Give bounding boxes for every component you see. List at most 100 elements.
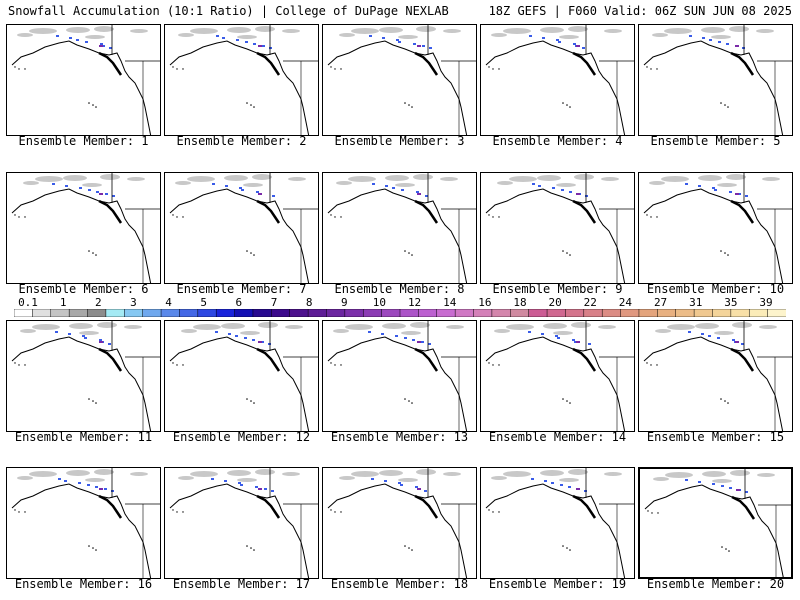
snow-area	[58, 478, 61, 480]
snow-area	[385, 175, 409, 181]
island	[182, 68, 184, 70]
ensemble-map-panel[interactable]	[6, 172, 161, 284]
snow-area	[572, 339, 575, 341]
coastline	[98, 347, 123, 372]
coastline	[169, 40, 310, 135]
ensemble-map-panel[interactable]	[638, 172, 793, 284]
colorbar-segment	[307, 309, 328, 317]
snow-area	[506, 324, 534, 330]
ensemble-member-label: Ensemble Member: 16	[14, 577, 153, 591]
island	[488, 66, 490, 68]
snow-area	[561, 189, 564, 191]
island	[246, 250, 248, 252]
coastline	[730, 199, 755, 224]
snow-area	[413, 43, 416, 45]
snow-area	[537, 175, 561, 181]
ensemble-member-label: Ensemble Member: 13	[330, 430, 469, 444]
island	[92, 252, 94, 254]
snow-area	[348, 176, 376, 182]
ensemble-map-panel[interactable]	[322, 320, 477, 432]
island	[176, 68, 178, 70]
ensemble-map-panel[interactable]	[638, 320, 793, 432]
ensemble-map-panel[interactable]	[480, 24, 635, 136]
snow-area	[99, 488, 103, 490]
island	[88, 250, 90, 252]
snow-area	[258, 322, 278, 328]
island	[566, 547, 568, 549]
ensemble-map-panel[interactable]	[6, 467, 161, 579]
colorbar-segment	[546, 309, 566, 317]
coastline	[256, 347, 281, 372]
ensemble-map-panel[interactable]	[164, 320, 319, 432]
colorbar-segment	[418, 309, 438, 317]
ensemble-member-label: Ensemble Member: 4	[492, 134, 623, 148]
snow-area	[604, 29, 622, 33]
island	[411, 402, 413, 404]
coastline	[256, 199, 281, 224]
coastline	[572, 347, 597, 372]
snow-area	[379, 27, 403, 33]
snow-area	[685, 183, 688, 185]
colorbar-segment	[50, 309, 70, 317]
coastline	[327, 336, 468, 431]
colorbar-segment	[160, 309, 180, 317]
snow-area	[712, 187, 715, 189]
snow-area	[255, 469, 275, 475]
snow-area	[424, 490, 427, 492]
colorbar-segment	[601, 309, 622, 317]
snow-area	[85, 478, 105, 482]
snow-area	[401, 189, 404, 191]
island	[566, 104, 568, 106]
map-canvas	[169, 173, 318, 283]
snow-area	[52, 183, 55, 185]
ensemble-map-panel[interactable]	[480, 320, 635, 432]
island	[334, 364, 336, 366]
snow-area	[94, 26, 114, 32]
island	[492, 68, 494, 70]
island	[176, 364, 178, 366]
colorbar-segment	[730, 309, 750, 317]
ensemble-map-panel[interactable]	[164, 24, 319, 136]
ensemble-map-panel[interactable]	[480, 467, 635, 579]
colorbar-segment	[197, 309, 217, 317]
island	[408, 547, 410, 549]
snow-area	[244, 337, 247, 339]
ensemble-map-panel[interactable]	[480, 172, 635, 284]
snow-area	[695, 323, 719, 329]
ensemble-map-panel[interactable]	[322, 467, 477, 579]
coastline	[730, 347, 755, 372]
island	[172, 362, 174, 364]
island	[18, 364, 20, 366]
colorbar-segment	[565, 309, 585, 317]
island	[498, 68, 500, 70]
ensemble-member-label: Ensemble Member: 17	[172, 577, 311, 591]
ensemble-map-panel[interactable]	[322, 24, 477, 136]
island	[250, 547, 252, 549]
island	[569, 402, 571, 404]
snow-area	[756, 29, 774, 33]
coastline	[327, 40, 468, 135]
ensemble-map-panel[interactable]	[322, 172, 477, 284]
snow-area	[336, 181, 352, 185]
snow-area	[503, 28, 531, 34]
ensemble-map-panel[interactable]	[638, 467, 793, 579]
ensemble-map-panel[interactable]	[6, 24, 161, 136]
snow-area	[216, 35, 219, 37]
ensemble-map-panel[interactable]	[638, 24, 793, 136]
ensemble-map-panel[interactable]	[6, 320, 161, 432]
colorbar-tick-label: 12	[407, 296, 422, 309]
colorbar-tick-label: 0.1	[18, 296, 38, 309]
snow-area	[85, 35, 105, 39]
snow-area	[258, 193, 262, 195]
snow-area	[698, 175, 722, 181]
snow-area	[598, 325, 616, 329]
colorbar-segment	[657, 309, 677, 317]
snow-area	[574, 341, 577, 343]
snow-area	[425, 195, 428, 197]
ensemble-member-label: Ensemble Member: 10	[646, 282, 785, 296]
snow-area	[379, 470, 403, 476]
colorbar-segment	[620, 309, 640, 317]
ensemble-map-panel[interactable]	[164, 467, 319, 579]
ensemble-map-panel[interactable]	[164, 172, 319, 284]
colorbar-segment	[712, 309, 732, 317]
